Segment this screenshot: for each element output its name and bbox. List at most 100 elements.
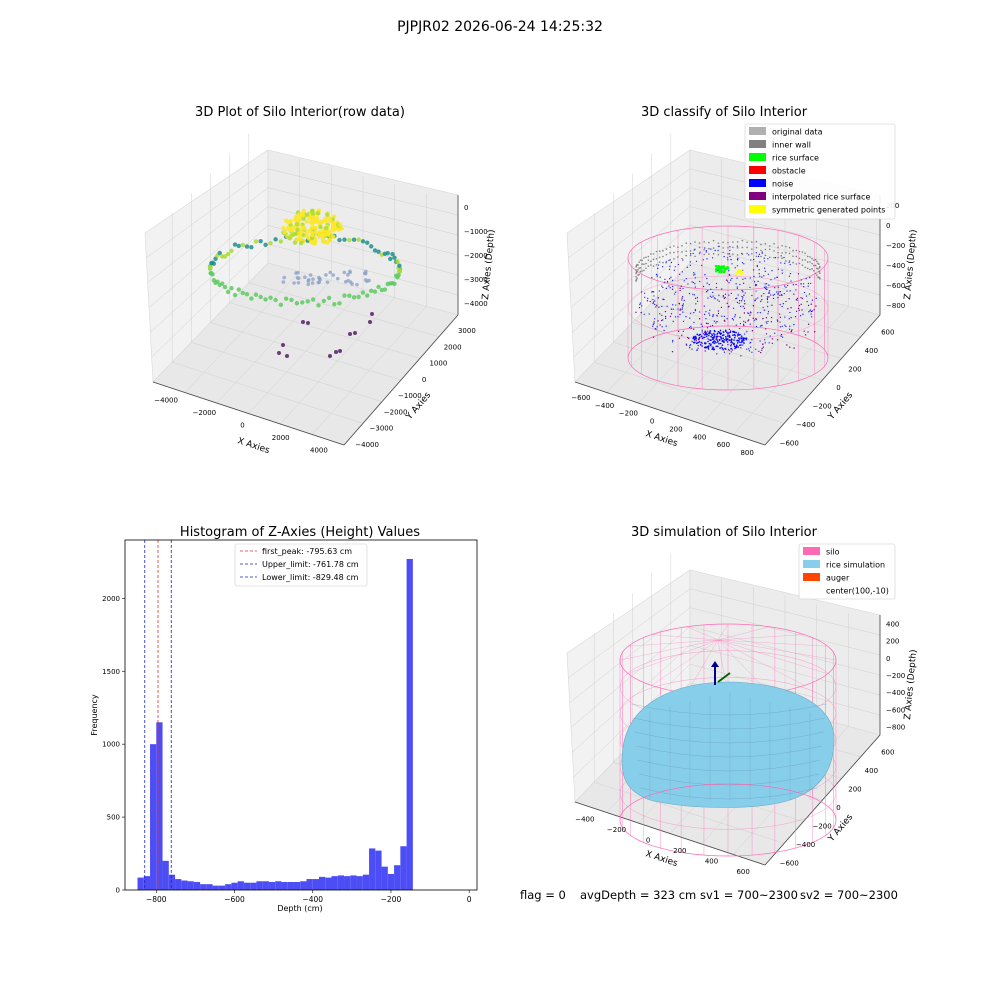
x-tick-label: −600 bbox=[224, 895, 245, 904]
panel-raw-3d: 3D Plot of Silo Interior(row data) −4000… bbox=[144, 105, 497, 456]
data-point bbox=[297, 234, 303, 240]
data-point bbox=[332, 301, 337, 307]
noise-point bbox=[721, 315, 723, 317]
noise-point bbox=[652, 324, 654, 326]
legend-label: silo bbox=[826, 548, 840, 557]
noise-point bbox=[721, 340, 724, 342]
noise-point bbox=[712, 315, 714, 318]
data-point bbox=[311, 215, 316, 220]
noise-point bbox=[657, 267, 659, 269]
noise-point bbox=[741, 262, 744, 264]
wall-point bbox=[795, 263, 798, 265]
data-point bbox=[258, 294, 263, 300]
interp-point bbox=[728, 305, 730, 308]
z-tick-label: −200 bbox=[886, 242, 905, 250]
wall-point bbox=[712, 247, 715, 249]
data-point bbox=[310, 208, 315, 214]
grid-line bbox=[248, 133, 440, 337]
hist-bar bbox=[337, 875, 345, 890]
hist-bar bbox=[168, 874, 176, 890]
noise-point bbox=[668, 285, 670, 287]
noise-point bbox=[711, 348, 713, 351]
y-tick-label: −600 bbox=[780, 860, 799, 868]
noise-point bbox=[764, 339, 766, 341]
wall-point bbox=[669, 258, 671, 261]
hist-bar bbox=[394, 865, 401, 890]
silo-wire bbox=[717, 626, 770, 641]
hist-bar bbox=[225, 884, 232, 890]
noise-point bbox=[725, 338, 728, 341]
data-point bbox=[240, 242, 245, 248]
data-point bbox=[348, 332, 352, 336]
interp-point bbox=[742, 282, 745, 285]
interp-point bbox=[804, 334, 807, 336]
hist-bar bbox=[356, 876, 363, 890]
noise-point bbox=[777, 293, 779, 295]
noise-point bbox=[698, 336, 701, 339]
noise-point bbox=[779, 326, 781, 328]
wall-point bbox=[694, 255, 696, 258]
noise-point bbox=[696, 333, 699, 336]
surface-mesh bbox=[635, 745, 823, 758]
noise-point bbox=[741, 341, 744, 343]
x-tick-label: 0 bbox=[646, 836, 650, 844]
noise-point bbox=[767, 292, 770, 294]
noise-point bbox=[739, 283, 741, 286]
noise-point bbox=[764, 283, 766, 285]
interp-point bbox=[791, 329, 793, 331]
noise-point bbox=[732, 334, 734, 336]
wall-point bbox=[652, 258, 655, 261]
interp-point bbox=[771, 304, 773, 307]
legend-swatch bbox=[803, 560, 820, 568]
wall-point bbox=[703, 241, 705, 243]
hist-bar bbox=[369, 848, 376, 890]
rice-simulation-surface bbox=[621, 681, 835, 808]
noise-point bbox=[708, 283, 710, 286]
data-point bbox=[292, 281, 296, 285]
wall-point bbox=[801, 259, 804, 261]
noise-point bbox=[692, 281, 695, 284]
hist-bar bbox=[262, 881, 269, 890]
wall-point bbox=[788, 252, 791, 255]
noise-point bbox=[718, 294, 720, 296]
y-tick-label: −1000 bbox=[398, 392, 422, 400]
noise-point bbox=[784, 324, 786, 326]
hist-frame bbox=[124, 539, 478, 891]
data-point bbox=[337, 301, 342, 306]
x-tick-label: 0 bbox=[240, 422, 244, 430]
noise-point bbox=[726, 331, 728, 334]
data-point bbox=[317, 275, 321, 280]
noise-point bbox=[703, 336, 705, 339]
noise-point bbox=[716, 339, 719, 341]
y-tick-label: −400 bbox=[796, 421, 815, 429]
data-point bbox=[390, 251, 395, 257]
data-point bbox=[222, 284, 228, 290]
rice-point bbox=[720, 270, 723, 274]
data-point bbox=[310, 297, 316, 302]
noise-point bbox=[706, 282, 708, 284]
interp-point bbox=[679, 289, 681, 292]
interp-point bbox=[793, 347, 795, 349]
noise-point bbox=[718, 339, 721, 341]
hist-bar bbox=[231, 882, 238, 890]
noise-point bbox=[722, 331, 725, 334]
wall-point bbox=[816, 260, 818, 263]
noise-point bbox=[746, 348, 748, 350]
x-tick-label: −800 bbox=[146, 895, 167, 904]
wall-point bbox=[788, 260, 791, 262]
data-point bbox=[346, 278, 351, 283]
noise-point bbox=[739, 338, 741, 340]
wall-point bbox=[694, 241, 696, 243]
data-point bbox=[301, 216, 306, 221]
wall-point bbox=[773, 256, 775, 259]
noise-point bbox=[685, 316, 687, 318]
noise-point bbox=[742, 344, 744, 346]
data-point bbox=[295, 276, 300, 280]
wall-point bbox=[636, 270, 638, 273]
noise-point bbox=[728, 336, 731, 338]
noise-point bbox=[796, 299, 798, 301]
hist-bar bbox=[275, 881, 282, 890]
noise-point bbox=[789, 311, 791, 314]
data-point bbox=[217, 282, 222, 288]
data-point bbox=[392, 255, 397, 260]
